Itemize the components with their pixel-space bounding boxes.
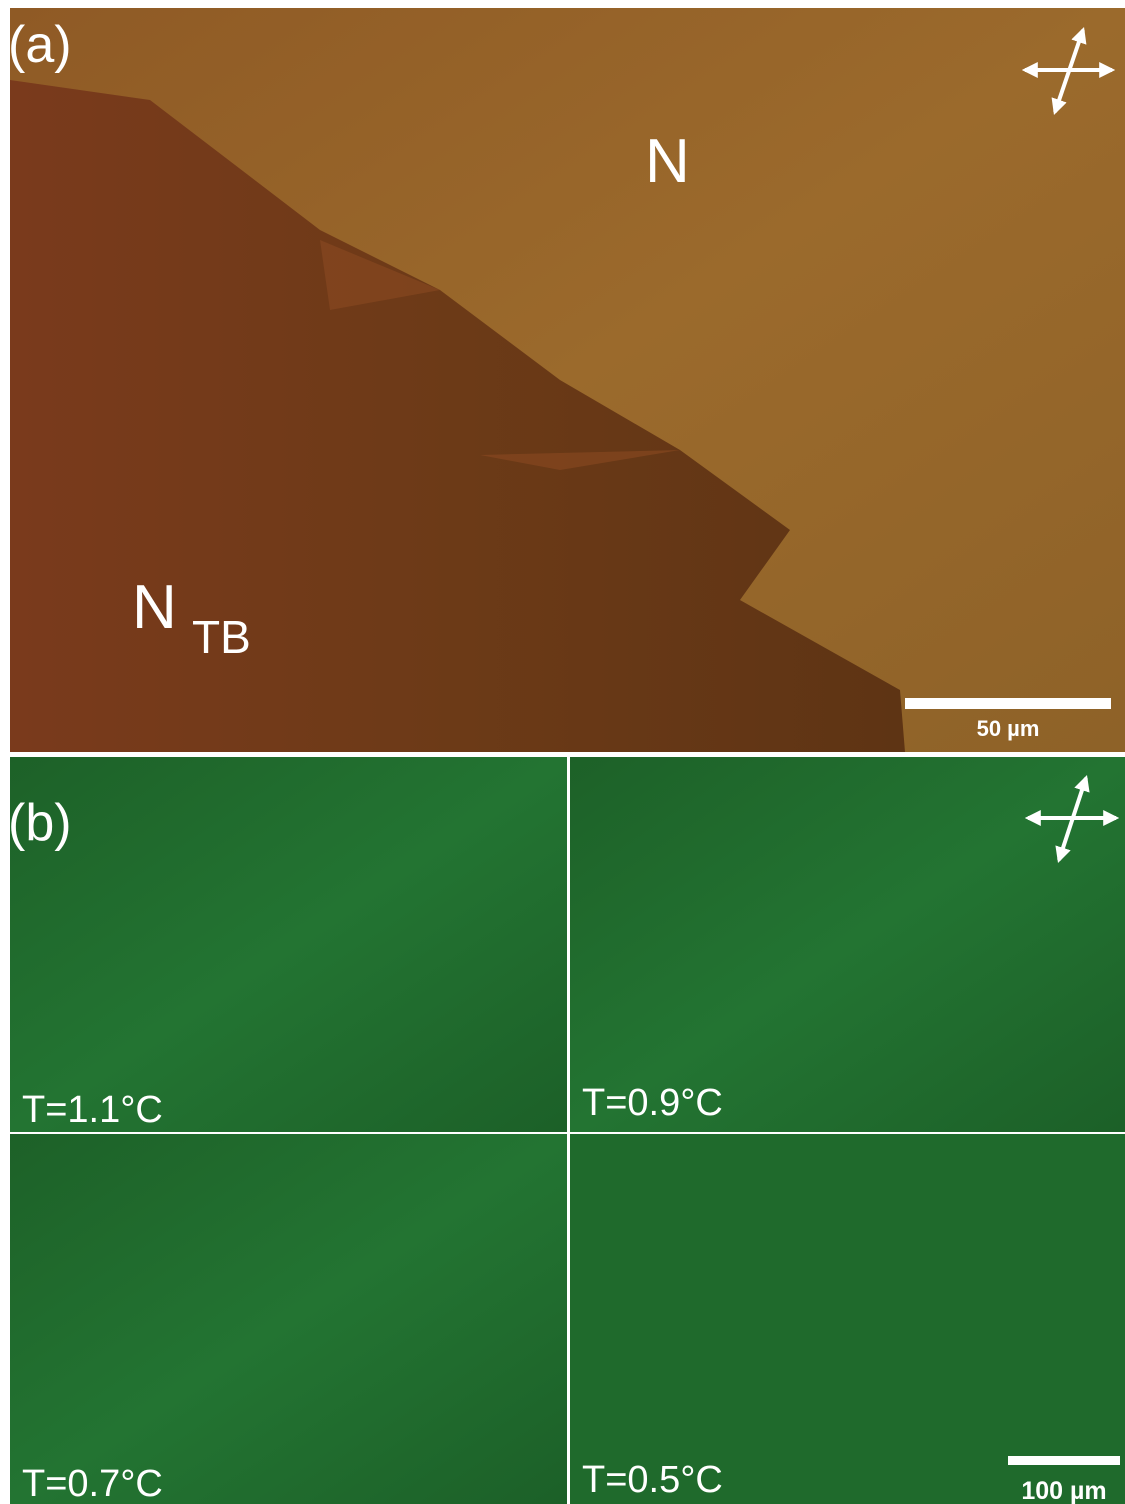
scale-label: 100 µm <box>1021 1477 1106 1504</box>
polarizer-arrows <box>1021 26 1116 116</box>
temperature-label: T=1.1°C <box>22 1089 163 1131</box>
phase-label: N <box>645 127 690 196</box>
phase-subscript: TB <box>192 611 251 663</box>
domain-edge <box>320 240 440 310</box>
phase-label: N <box>132 573 177 642</box>
panel-a: (a) N N TB 50 µm <box>8 8 1125 752</box>
domain-edge <box>480 450 680 470</box>
panel-b: (b) T=1.1°C T=0.9°C T=0.7°C T=0.5°C 100 … <box>8 757 1125 1504</box>
polarizer-arrows <box>1024 774 1120 864</box>
temperature-label: T=0.7°C <box>22 1463 163 1504</box>
micrograph-tile <box>570 1134 1125 1504</box>
temperature-label: T=0.9°C <box>582 1082 723 1124</box>
micrograph-ntb <box>10 80 905 752</box>
scale-bar <box>1008 1456 1120 1465</box>
micrograph-tile <box>10 1134 567 1504</box>
scale-bar <box>905 698 1111 709</box>
scale-label: 50 µm <box>977 716 1040 741</box>
temperature-label: T=0.5°C <box>582 1459 723 1501</box>
panel-label: (b) <box>8 794 72 852</box>
panel-label: (a) <box>8 16 72 74</box>
micrograph-tile <box>10 757 567 1132</box>
micrograph-tile <box>570 757 1125 1132</box>
